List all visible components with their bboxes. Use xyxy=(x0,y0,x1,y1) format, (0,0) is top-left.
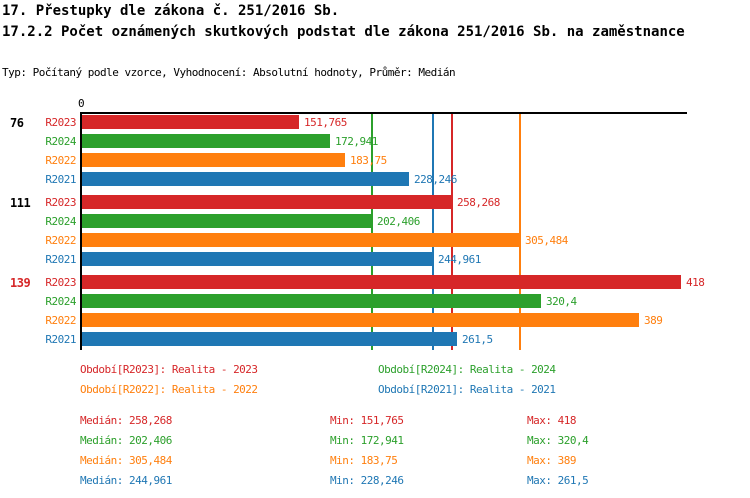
x-axis-tick-label: 0 xyxy=(77,97,85,110)
legend-item-r2022: Období[R2022]: Realita - 2022 xyxy=(80,383,258,396)
stat-min: Min: 151,765 xyxy=(330,414,404,427)
bar-value-label: 172,941 xyxy=(335,135,378,148)
stat-max: Max: 389 xyxy=(527,454,576,467)
median-line-r2023 xyxy=(451,114,453,350)
bar-r2023 xyxy=(82,115,299,129)
row-label-r2023: R2023 xyxy=(45,196,76,209)
bar-value-label: 202,406 xyxy=(377,215,420,228)
bar-r2023 xyxy=(82,275,681,289)
bar-r2021 xyxy=(82,252,433,266)
bar-value-label: 258,268 xyxy=(457,196,500,209)
stat-min: Min: 183,75 xyxy=(330,454,398,467)
median-line-r2024 xyxy=(371,114,373,350)
group-label: 139 xyxy=(10,276,31,290)
stat-median: Medián: 202,406 xyxy=(80,434,172,447)
bar-r2024 xyxy=(82,294,541,308)
report-subtitle: 17.2.2 Počet oznámených skutkových podst… xyxy=(2,24,685,40)
stat-max: Max: 418 xyxy=(527,414,576,427)
bar-value-label: 320,4 xyxy=(546,295,577,308)
stat-median: Medián: 258,268 xyxy=(80,414,172,427)
bar-r2022 xyxy=(82,233,520,247)
bar-r2021 xyxy=(82,332,457,346)
row-label-r2024: R2024 xyxy=(45,135,76,148)
report-meta-line: Typ: Počítaný podle vzorce, Vyhodnocení:… xyxy=(2,66,456,79)
stat-median: Medián: 305,484 xyxy=(80,454,172,467)
report-title: 17. Přestupky dle zákona č. 251/2016 Sb. xyxy=(2,3,340,19)
x-axis-line xyxy=(80,112,687,114)
row-label-r2022: R2022 xyxy=(45,314,76,327)
bar-r2024 xyxy=(82,134,330,148)
row-label-r2021: R2021 xyxy=(45,173,76,186)
stat-max: Max: 261,5 xyxy=(527,474,589,487)
row-label-r2023: R2023 xyxy=(45,276,76,289)
bar-value-label: 151,765 xyxy=(304,116,347,129)
bar-r2022 xyxy=(82,313,639,327)
bar-value-label: 183,75 xyxy=(350,154,387,167)
row-label-r2021: R2021 xyxy=(45,333,76,346)
row-label-r2021: R2021 xyxy=(45,253,76,266)
stat-max: Max: 320,4 xyxy=(527,434,589,447)
bar-r2021 xyxy=(82,172,409,186)
median-line-r2021 xyxy=(432,114,434,350)
legend-item-r2024: Období[R2024]: Realita - 2024 xyxy=(378,363,556,376)
bar-value-label: 418 xyxy=(686,276,705,289)
legend-item-r2023: Období[R2023]: Realita - 2023 xyxy=(80,363,258,376)
y-axis-line xyxy=(80,112,82,350)
bar-r2024 xyxy=(82,214,372,228)
group-label: 111 xyxy=(10,196,31,210)
row-label-r2022: R2022 xyxy=(45,154,76,167)
row-label-r2024: R2024 xyxy=(45,295,76,308)
bar-value-label: 305,484 xyxy=(525,234,568,247)
bar-value-label: 244,961 xyxy=(438,253,481,266)
stat-median: Medián: 244,961 xyxy=(80,474,172,487)
bar-r2022 xyxy=(82,153,345,167)
bar-value-label: 389 xyxy=(644,314,663,327)
bar-value-label: 261,5 xyxy=(462,333,493,346)
row-label-r2023: R2023 xyxy=(45,116,76,129)
median-line-r2022 xyxy=(519,114,521,350)
row-label-r2022: R2022 xyxy=(45,234,76,247)
stat-min: Min: 172,941 xyxy=(330,434,404,447)
bar-r2023 xyxy=(82,195,452,209)
legend-item-r2021: Období[R2021]: Realita - 2021 xyxy=(378,383,556,396)
bar-value-label: 228,246 xyxy=(414,173,457,186)
stat-min: Min: 228,246 xyxy=(330,474,404,487)
group-label: 76 xyxy=(10,116,24,130)
row-label-r2024: R2024 xyxy=(45,215,76,228)
